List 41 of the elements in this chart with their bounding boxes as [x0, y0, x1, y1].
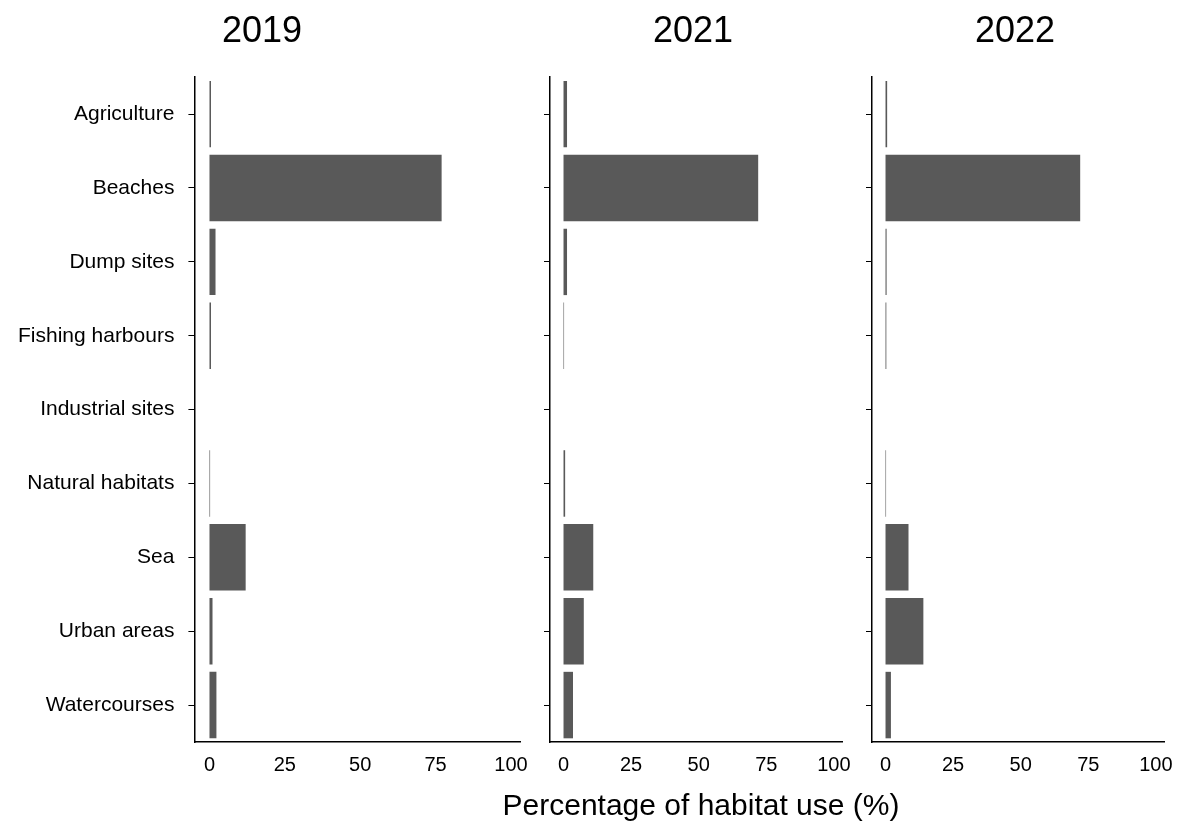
bar — [885, 524, 909, 591]
bar — [885, 671, 891, 739]
y-tick-label: Natural habitats — [27, 470, 175, 494]
x-tick-label: 75 — [424, 752, 447, 775]
y-tick-label: Watercourses — [45, 691, 175, 715]
x-axis-title: Percentage of habitat use (%) — [501, 788, 901, 822]
x-tick-label: 50 — [687, 752, 710, 775]
bar — [563, 671, 573, 739]
x-tick-label: 0 — [203, 752, 216, 775]
y-tick-label: Fishing harbours — [17, 322, 175, 346]
x-tick-label: 25 — [941, 752, 965, 775]
bar — [209, 671, 217, 739]
bar — [209, 228, 216, 296]
chart-title: 2019 — [221, 8, 303, 50]
x-tick-label: 100 — [494, 752, 528, 775]
bar — [209, 154, 442, 222]
bar — [209, 524, 246, 591]
y-tick-label: Dump sites — [69, 248, 175, 272]
y-tick-label: Agriculture — [74, 100, 175, 124]
bar — [885, 154, 1081, 222]
x-tick-label: 100 — [1139, 752, 1173, 775]
x-tick-label: 75 — [755, 752, 778, 775]
chart-title: 2022 — [974, 8, 1056, 50]
x-tick-label: 25 — [619, 752, 643, 775]
x-tick-label: 0 — [879, 752, 892, 775]
y-tick-label: Beaches — [92, 174, 175, 198]
x-tick-label: 100 — [817, 752, 851, 775]
y-tick-label: Sea — [137, 544, 175, 568]
bar — [209, 597, 213, 665]
bar — [563, 154, 759, 222]
y-tick-label: Industrial sites — [40, 396, 175, 420]
x-tick-label: 0 — [557, 752, 570, 775]
x-tick-label: 50 — [1009, 752, 1032, 775]
bar — [563, 597, 584, 665]
x-tick-label: 50 — [349, 752, 372, 775]
x-tick-label: 75 — [1077, 752, 1100, 775]
bar — [563, 524, 594, 591]
chart-title: 2021 — [652, 8, 734, 50]
x-tick-label: 25 — [273, 752, 296, 775]
y-tick-label: Urban areas — [58, 618, 175, 641]
bar — [885, 597, 924, 665]
